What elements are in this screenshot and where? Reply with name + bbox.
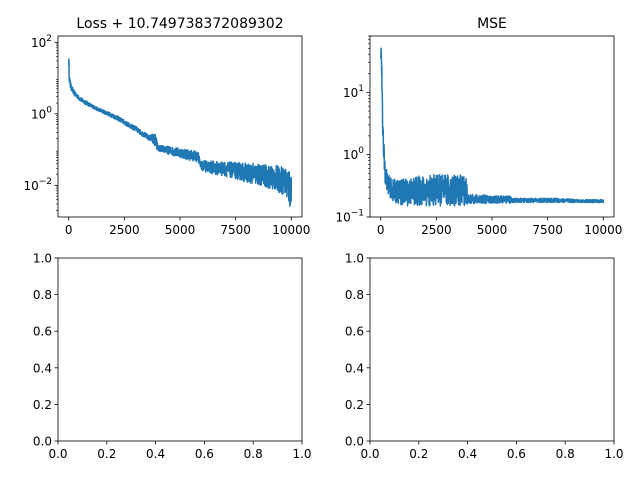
series-line-loss-0 [67, 58, 293, 208]
y-tick-label: 0.4 [345, 361, 364, 375]
x-tick-label: 5000 [165, 223, 196, 237]
y-tick-label: 0.2 [345, 398, 364, 412]
subplot-mse: 0 2500 5000 7500 10000 10−1 100 101 MSE [335, 16, 622, 237]
y-tick-label: 0.6 [33, 325, 52, 339]
y-tick-label: 100 [31, 105, 52, 121]
x-tick-label: 7500 [220, 223, 251, 237]
subplot-empty-left: 0.0 0.2 0.4 0.6 0.8 1.0 0.0 0.2 0.4 0.6 0.8 1.0 [33, 252, 312, 462]
x-tick-label: 1.0 [604, 447, 623, 461]
y-tick-label: 101 [343, 84, 364, 100]
x-tick-label: 10000 [584, 223, 622, 237]
y-tick-label: 0.0 [345, 435, 364, 449]
x-tick-label: 0.4 [146, 447, 165, 461]
x-tick-label: 0.2 [409, 447, 428, 461]
y-tick-label: 0.2 [33, 398, 52, 412]
y-tick-label: 0.4 [33, 361, 52, 375]
x-tick-label: 0.8 [556, 447, 575, 461]
y-tick-label: 10−1 [335, 209, 364, 225]
y-tick-label: 1.0 [33, 252, 52, 266]
subplot-loss: 0 2500 5000 7500 10000 10−2 100 102 Loss + 10.74… [23, 16, 310, 237]
x-tick-label: 2500 [421, 223, 452, 237]
y-tick-label: 0.6 [345, 325, 364, 339]
series-line-mse-0 [379, 47, 605, 207]
x-tick-label: 0.4 [458, 447, 477, 461]
axes-frame-empty-right [369, 257, 615, 442]
y-tick-label: 102 [31, 34, 52, 50]
x-tick-label: 0 [65, 223, 73, 237]
x-tick-label: 2500 [109, 223, 140, 237]
axes-frame-empty-left [57, 257, 303, 442]
x-tick-label: 0.8 [244, 447, 263, 461]
subplot-empty-right: 0.0 0.2 0.4 0.6 0.8 1.0 0.0 0.2 0.4 0.6 0.8 1.0 [345, 252, 624, 462]
x-tick-label: 0.6 [507, 447, 526, 461]
x-tick-label: 7500 [532, 223, 563, 237]
y-tick-label: 10−2 [23, 177, 52, 193]
x-tick-label: 5000 [477, 223, 508, 237]
y-tick-label: 0.8 [345, 288, 364, 302]
axes-title-loss: Loss + 10.749738372089302 [76, 16, 283, 32]
x-tick-label: 0.6 [195, 447, 214, 461]
x-tick-label: 0.2 [97, 447, 116, 461]
y-tick-label: 0.8 [33, 288, 52, 302]
y-tick-label: 0.0 [33, 435, 52, 449]
y-tick-label: 100 [343, 146, 364, 162]
x-tick-label: 1.0 [292, 447, 311, 461]
x-tick-label: 0.0 [48, 447, 67, 461]
x-tick-label: 0.0 [360, 447, 379, 461]
x-tick-label: 0 [377, 223, 385, 237]
x-tick-label: 10000 [272, 223, 310, 237]
axes-title-mse: MSE [477, 16, 507, 32]
y-tick-label: 1.0 [345, 252, 364, 266]
